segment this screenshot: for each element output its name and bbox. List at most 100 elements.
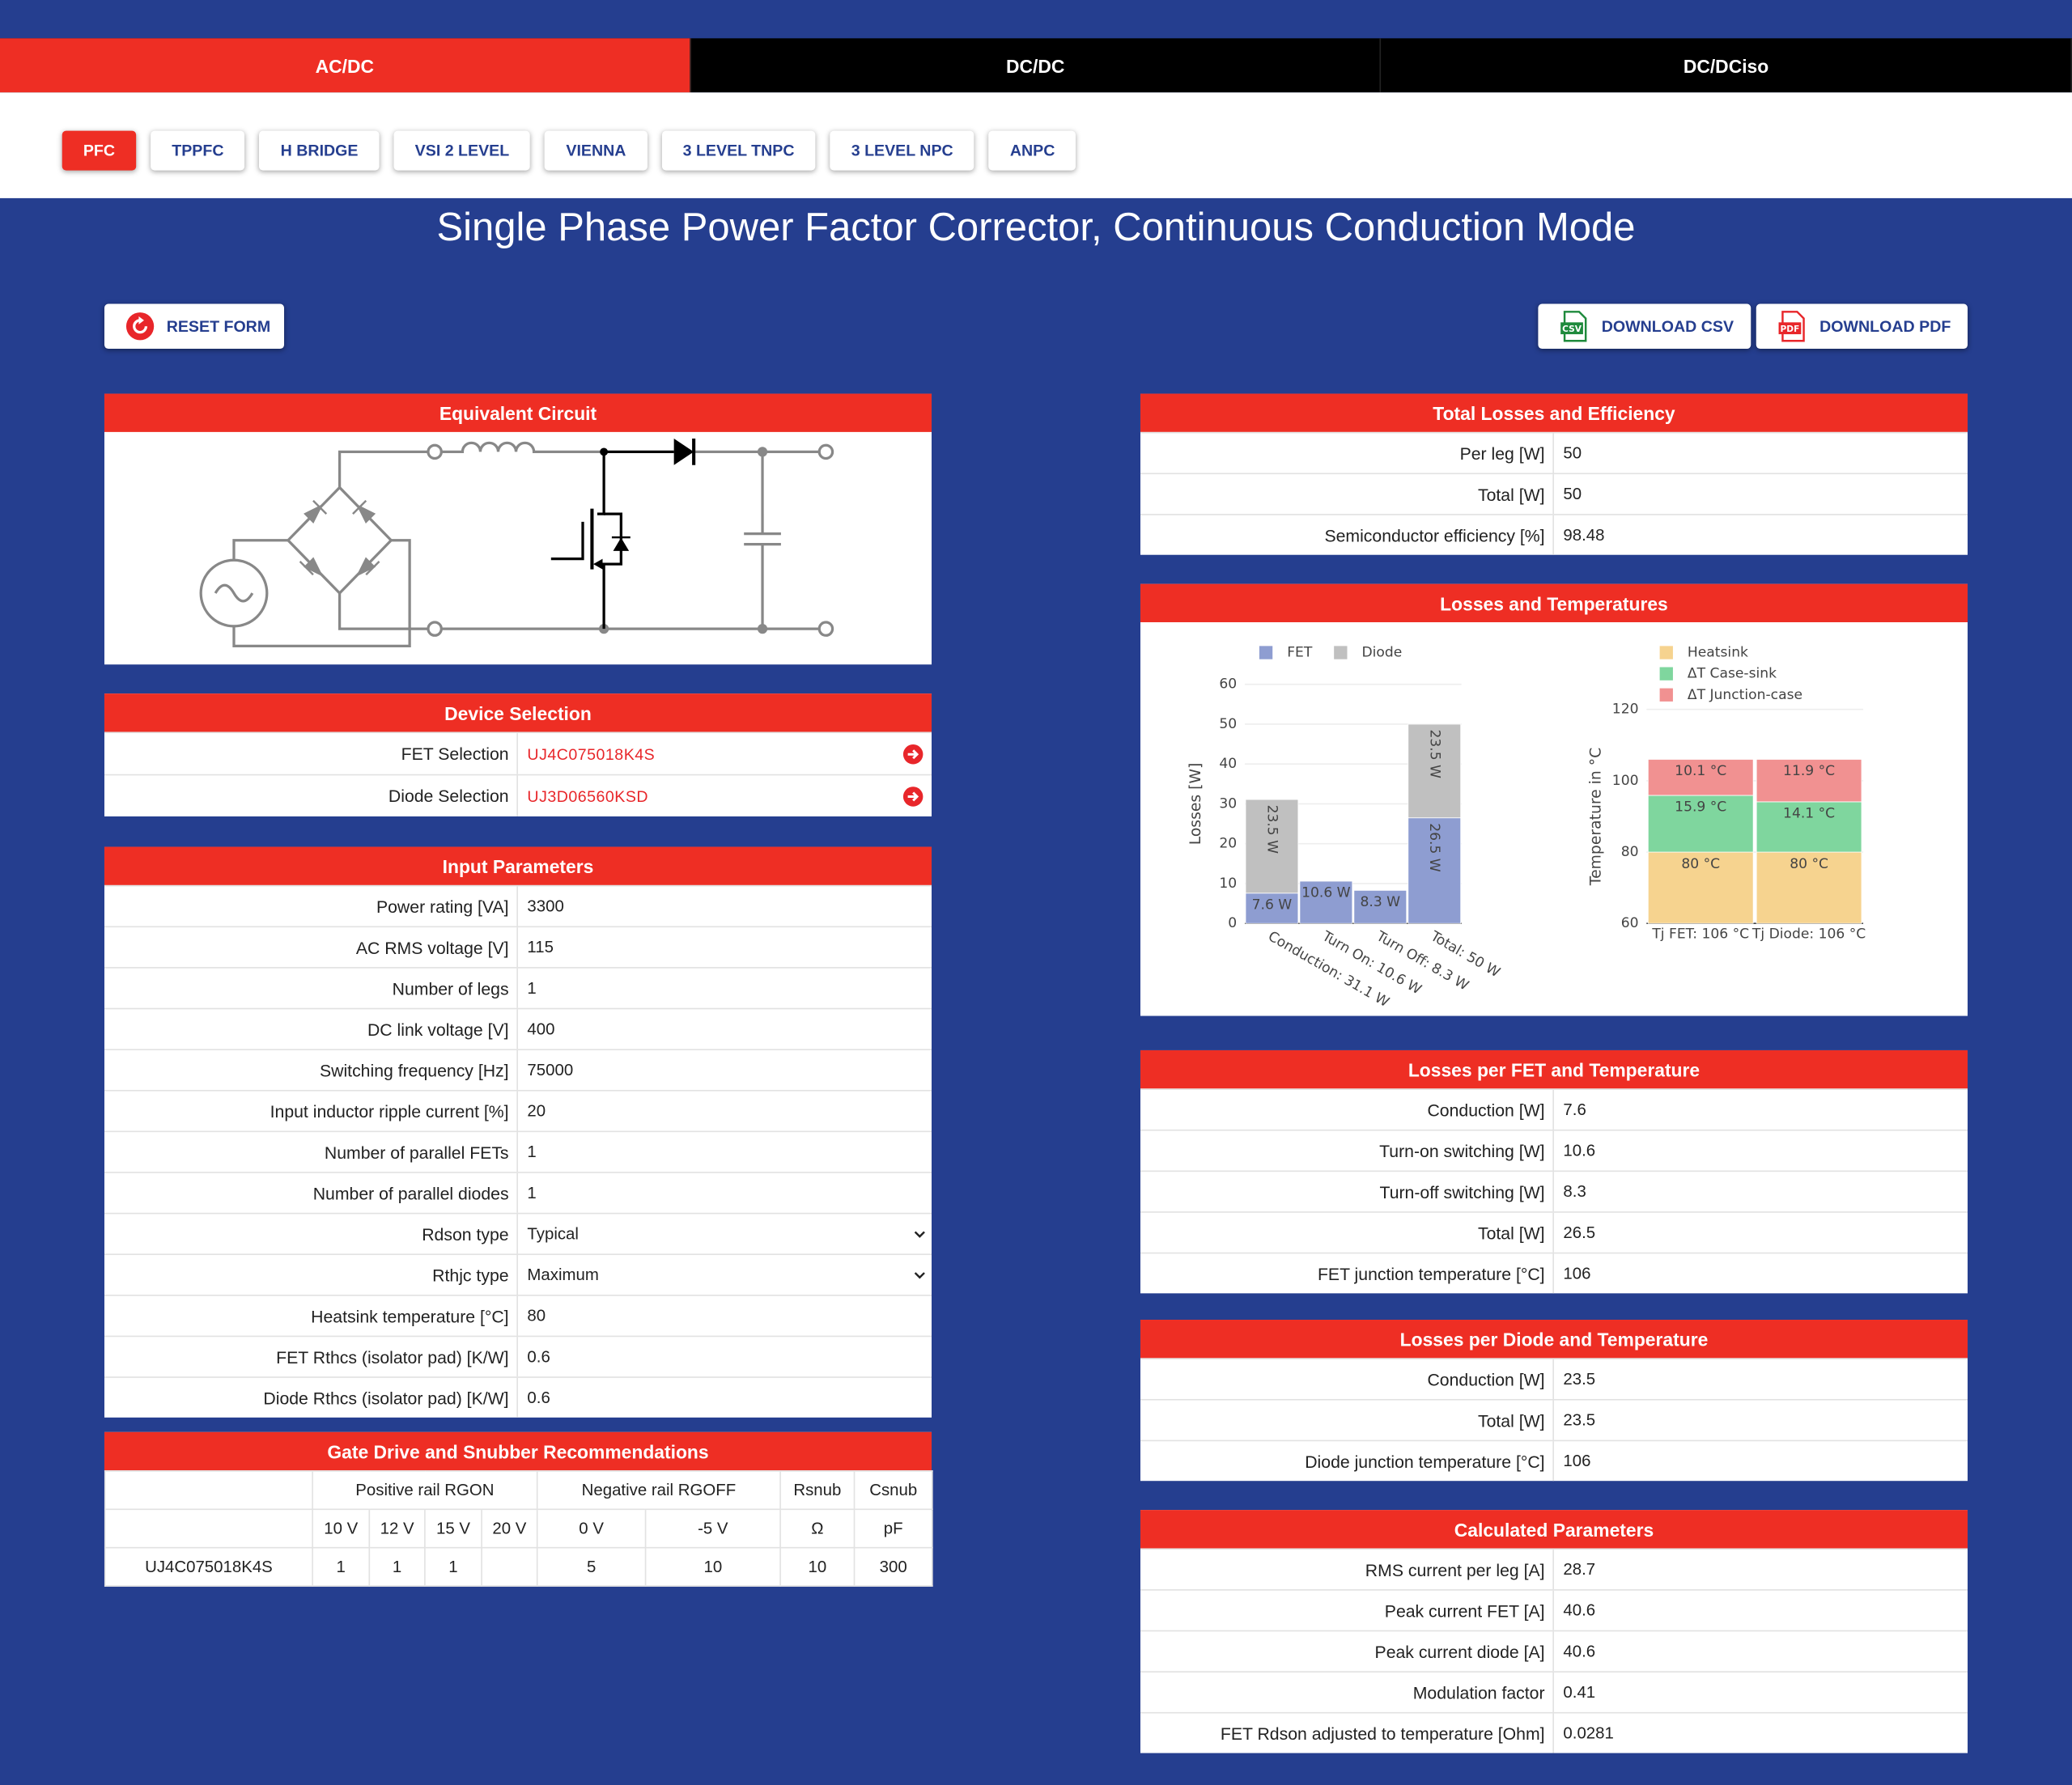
- row-label: Semiconductor efficiency [%]: [1140, 515, 1554, 555]
- bar-segment: [1756, 851, 1862, 924]
- select-arrow-icon[interactable]: [902, 786, 923, 807]
- unit-header: 15 V: [424, 1508, 482, 1549]
- panel-title: Gate Drive and Snubber Recommendations: [104, 1431, 932, 1471]
- row-value: 40.6: [1563, 1601, 1596, 1620]
- reset-button[interactable]: RESET FORM: [104, 303, 285, 350]
- table-row: Number of legs 1: [104, 967, 932, 1008]
- value-label: 14.1 °C: [1783, 806, 1835, 822]
- legend-swatch: [1259, 646, 1273, 659]
- download-pdf-button[interactable]: PDF DOWNLOAD PDF: [1756, 303, 1968, 350]
- row-value: 0.6: [527, 1347, 550, 1367]
- tab[interactable]: DC/DC: [690, 38, 1382, 93]
- subtab[interactable]: VIENNA: [545, 130, 648, 171]
- panel: Losses and Temperatures 0 10 20 30 40 50 60 Loss…: [1140, 583, 1968, 1016]
- panel: Gate Drive and Snubber Recommendations Po…: [104, 1431, 933, 1587]
- y-tick-label: 80: [1621, 844, 1639, 860]
- table-row: FET Selection UJ4C075018K4S: [104, 731, 932, 774]
- value-label: 10.1 °C: [1675, 763, 1726, 779]
- y-tick-label: 0: [1228, 915, 1237, 931]
- legend-swatch: [1659, 688, 1673, 702]
- table-row: Per leg [W] 50: [1140, 431, 1968, 473]
- row-label: Power rating [VA]: [104, 886, 518, 926]
- empty-cell: [104, 1508, 313, 1549]
- device-name: UJ4C075018K4S: [104, 1546, 313, 1587]
- row-value: 0.0281: [1563, 1724, 1614, 1743]
- x-tick-label: Tj Diode: 106 °C: [1751, 926, 1866, 942]
- icon-arrow: [907, 748, 919, 759]
- subtab[interactable]: ANPC: [988, 130, 1076, 171]
- y-axis-label: Temperature in °C: [1588, 748, 1605, 886]
- resistor-value: 1: [312, 1546, 371, 1587]
- y-tick-label: 50: [1219, 716, 1237, 732]
- subtab[interactable]: 3 LEVEL NPC: [830, 130, 974, 171]
- row-value: 50: [1563, 485, 1582, 504]
- row-label: DC link voltage [V]: [104, 1009, 518, 1049]
- row-label: Peak current FET [A]: [1140, 1590, 1554, 1630]
- row-label: Input inductor ripple current [%]: [104, 1091, 518, 1131]
- download-csv-button[interactable]: CSV DOWNLOAD CSV: [1538, 303, 1751, 350]
- bar-segment: [1353, 889, 1408, 924]
- row-label: Number of legs: [104, 968, 518, 1008]
- csv-label: DOWNLOAD CSV: [1601, 316, 1734, 336]
- row-label: Diode Selection: [104, 775, 518, 816]
- csv-icon: CSV: [1560, 311, 1587, 342]
- row-value: 23.5: [1563, 1410, 1596, 1430]
- dropdown-chevron: [914, 1231, 925, 1238]
- value-label: 8.3 W: [1360, 894, 1400, 910]
- value-label: 26.5 W: [1426, 823, 1442, 872]
- panel: Device Selection FET Selection UJ4C075018K…: [104, 693, 932, 816]
- row-label: AC RMS voltage [V]: [104, 927, 518, 968]
- subtab[interactable]: TPPFC: [151, 130, 245, 171]
- tab[interactable]: DC/DCiso: [1382, 38, 2072, 93]
- bar-segment: [1245, 799, 1299, 894]
- table-row: FET Rthcs (isolator pad) [K/W] 0.6: [104, 1335, 932, 1377]
- charts: 0 10 20 30 40 50 60 Losses [W] FET Diode 7.6 W 23.5…: [1187, 645, 1866, 1011]
- table-row: Peak current diode [A] 40.6: [1140, 1630, 1968, 1672]
- x-tick-label: Tj FET: 106 °C: [1651, 926, 1749, 942]
- row-label: FET Rdson adjusted to temperature [Ohm]: [1140, 1713, 1554, 1753]
- row-value: 50: [1563, 443, 1582, 463]
- group-header: Rsnub: [779, 1470, 856, 1511]
- bar-segment: [1647, 795, 1754, 853]
- row-label: Total [W]: [1140, 1212, 1554, 1253]
- legend-label: ΔT Case-sink: [1688, 666, 1777, 682]
- table-row: Semiconductor efficiency [%] 98.48: [1140, 514, 1968, 555]
- panel-title: Total Losses and Efficiency: [1140, 393, 1968, 432]
- icon-arrow: [907, 791, 919, 801]
- row-value: 28.7: [1563, 1560, 1596, 1579]
- table-row: Power rating [VA] 3300: [104, 884, 932, 926]
- row-value: 1: [527, 1143, 537, 1162]
- reset-label: RESET FORM: [166, 316, 271, 336]
- gate-drive-table: Positive rail RGON Negative rail RGOFF Rsn…: [104, 1470, 933, 1587]
- unit-header: -5 V: [644, 1508, 781, 1549]
- panel-title: Losses per FET and Temperature: [1140, 1049, 1968, 1089]
- table-row[interactable]: Rdson type Typical: [104, 1212, 932, 1254]
- unit-header: pF: [853, 1508, 933, 1549]
- table-row: Switching frequency [Hz] 75000: [104, 1049, 932, 1090]
- tab-bar: AC/DC DC/DC DC/DCiso: [0, 38, 2072, 93]
- table-row: AC RMS voltage [V] 115: [104, 926, 932, 968]
- table-row[interactable]: Rthjc type Maximum: [104, 1253, 932, 1295]
- legend-swatch: [1659, 667, 1673, 681]
- subtab[interactable]: H BRIDGE: [259, 130, 380, 171]
- subtab[interactable]: PFC: [62, 130, 137, 171]
- resistor-value: 1: [424, 1546, 482, 1587]
- unit-header: 12 V: [368, 1508, 426, 1549]
- pdf-icon: PDF: [1778, 311, 1805, 342]
- chevron: [914, 1272, 925, 1279]
- table-row: DC link voltage [V] 400: [104, 1007, 932, 1049]
- panel: Total Losses and Efficiency Per leg [W] 50…: [1140, 393, 1968, 555]
- row-value: 115: [527, 938, 554, 957]
- bar-segment: [1647, 851, 1754, 924]
- tab[interactable]: AC/DC: [0, 38, 691, 93]
- y-tick-label: 100: [1612, 773, 1639, 789]
- subtab[interactable]: 3 LEVEL TNPC: [661, 130, 816, 171]
- bar-segment: [1408, 817, 1462, 924]
- row-label: Number of parallel FETs: [104, 1132, 518, 1172]
- select-arrow-icon[interactable]: [902, 743, 923, 764]
- row-value: 0.6: [527, 1388, 550, 1407]
- table-row: Number of parallel diodes 1: [104, 1172, 932, 1213]
- row-label: FET junction temperature [°C]: [1140, 1253, 1554, 1294]
- resistor-value: 1: [368, 1546, 426, 1587]
- subtab[interactable]: VSI 2 LEVEL: [393, 130, 531, 171]
